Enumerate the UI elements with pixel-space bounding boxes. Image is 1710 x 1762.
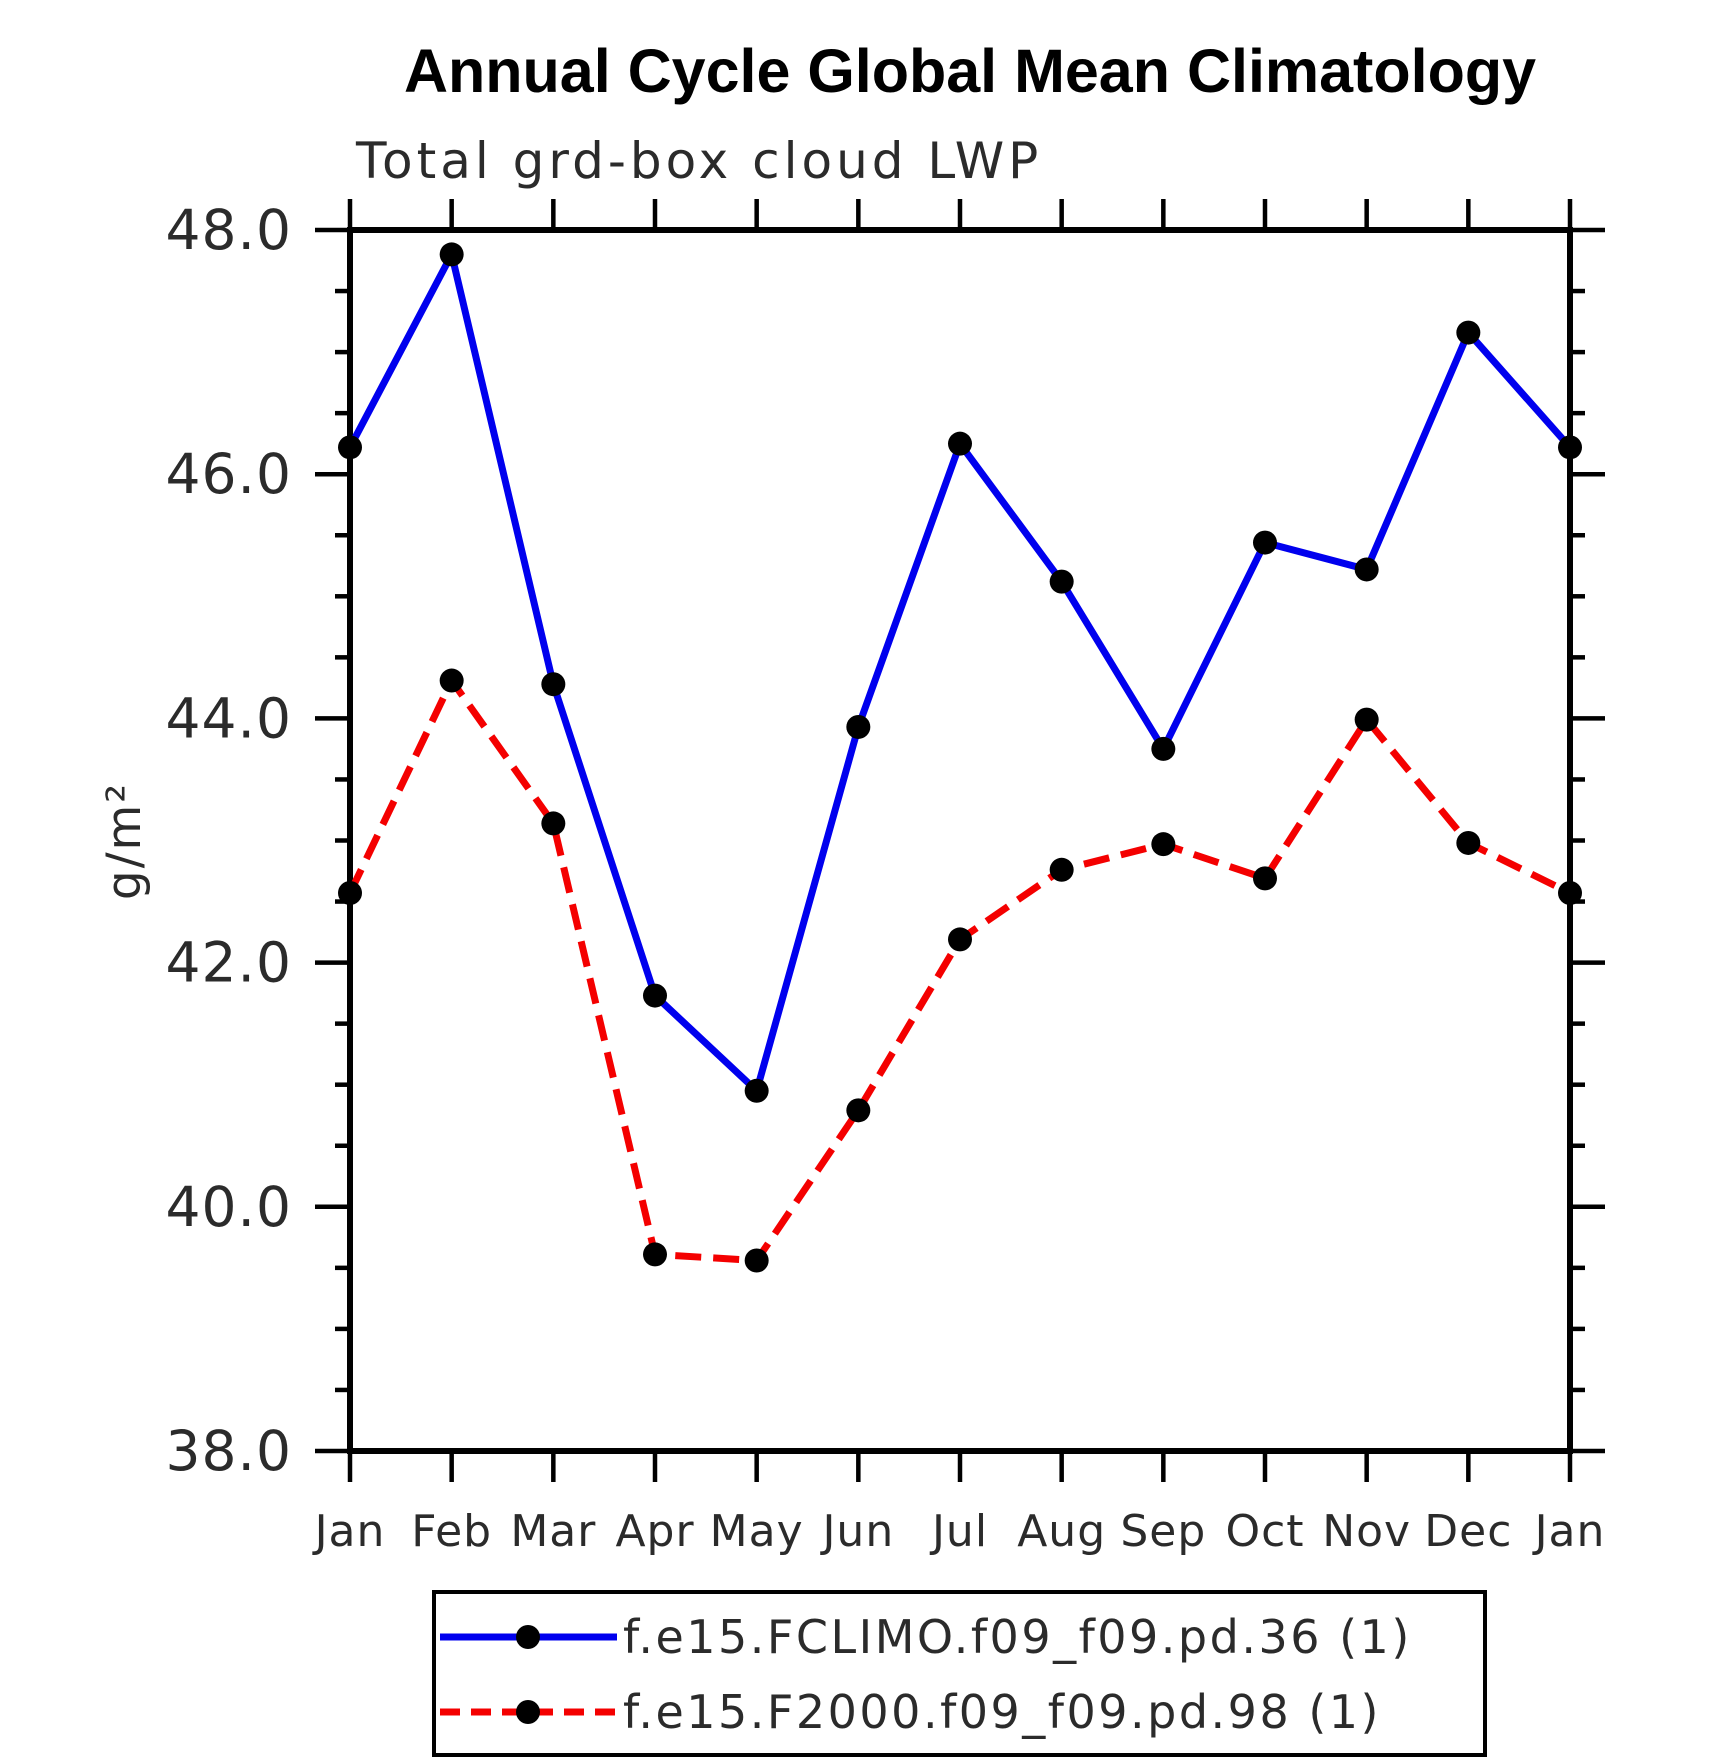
y-tick-label: 40.0 bbox=[166, 1175, 292, 1239]
data-point-marker bbox=[541, 672, 566, 697]
data-point-marker bbox=[1354, 557, 1379, 582]
y-tick-label: 42.0 bbox=[166, 931, 292, 995]
data-point-marker bbox=[1558, 881, 1582, 906]
data-point-marker bbox=[643, 1242, 667, 1267]
legend: f.e15.FCLIMO.f09_f09.pd.36 (1) f.e15.F200… bbox=[432, 1590, 1487, 1757]
data-point-marker bbox=[1354, 707, 1379, 732]
data-point-marker bbox=[1151, 736, 1176, 761]
y-axis-unit-label: g/m² bbox=[97, 782, 152, 900]
data-point-marker bbox=[948, 927, 972, 952]
x-tick-label: Jun bbox=[819, 1506, 894, 1557]
data-point-marker bbox=[1253, 866, 1277, 891]
legend-sample-marker bbox=[516, 1625, 540, 1649]
data-point-marker bbox=[846, 1098, 871, 1123]
data-point-marker bbox=[439, 242, 464, 267]
x-tick-label: Jan bbox=[1532, 1506, 1606, 1557]
legend-box bbox=[432, 1590, 1487, 1757]
series-line-1 bbox=[346, 673, 1572, 1265]
data-point-marker bbox=[1049, 857, 1074, 882]
x-tick-label: Jan bbox=[312, 1506, 386, 1557]
data-point-marker bbox=[1253, 530, 1277, 555]
x-tick-label: Sep bbox=[1120, 1506, 1206, 1557]
y-tick-label: 46.0 bbox=[166, 442, 292, 506]
data-point-marker bbox=[338, 435, 362, 460]
data-point-marker bbox=[643, 983, 667, 1008]
data-point-marker bbox=[744, 1078, 769, 1103]
axes-and-ticks bbox=[315, 199, 1605, 1482]
data-point-marker bbox=[744, 1248, 769, 1273]
data-point-marker bbox=[439, 668, 464, 693]
plot-frame bbox=[347, 227, 1573, 1454]
y-tick-label: 38.0 bbox=[166, 1419, 292, 1483]
chart-title: Annual Cycle Global Mean Climatology bbox=[404, 37, 1536, 105]
data-point-marker bbox=[846, 714, 871, 739]
data-point-marker bbox=[1456, 830, 1481, 855]
x-tick-label: Oct bbox=[1225, 1506, 1304, 1557]
x-tick-label: Jul bbox=[929, 1506, 988, 1557]
data-point-marker bbox=[948, 431, 972, 456]
data-point-marker bbox=[541, 811, 566, 836]
y-tick-label: 48.0 bbox=[166, 198, 292, 262]
x-tick-label: Feb bbox=[411, 1506, 492, 1557]
legend-label-0: f.e15.FCLIMO.f09_f09.pd.36 (1) bbox=[623, 1610, 1412, 1664]
x-tick-label: Aug bbox=[1017, 1506, 1106, 1557]
data-point-marker bbox=[1049, 569, 1074, 594]
series-line-0 bbox=[346, 244, 1573, 1098]
chart-subtitle: Total grd-box cloud LWP bbox=[355, 132, 1042, 190]
x-tick-label: Mar bbox=[510, 1506, 596, 1557]
x-tick-labels: Jan Feb Mar Apr May Jun Jul Aug Sep Oct Nov Dec Jan bbox=[312, 1506, 1606, 1557]
legend-sample-marker bbox=[516, 1700, 540, 1724]
y-tick-label: 44.0 bbox=[166, 686, 292, 750]
data-series bbox=[338, 242, 1582, 1273]
data-point-marker bbox=[338, 881, 362, 906]
y-tick-labels: 48.0 46.0 44.0 42.0 40.0 38.0 bbox=[166, 198, 292, 1483]
x-tick-label: Dec bbox=[1424, 1506, 1512, 1557]
x-tick-label: May bbox=[710, 1506, 804, 1557]
legend-label-1: f.e15.F2000.f09_f09.pd.98 (1) bbox=[623, 1685, 1381, 1739]
data-point-marker bbox=[1151, 832, 1176, 857]
data-point-marker bbox=[1558, 435, 1582, 460]
x-tick-label: Nov bbox=[1322, 1506, 1411, 1557]
x-tick-label: Apr bbox=[615, 1506, 694, 1557]
data-point-marker bbox=[1456, 320, 1481, 345]
